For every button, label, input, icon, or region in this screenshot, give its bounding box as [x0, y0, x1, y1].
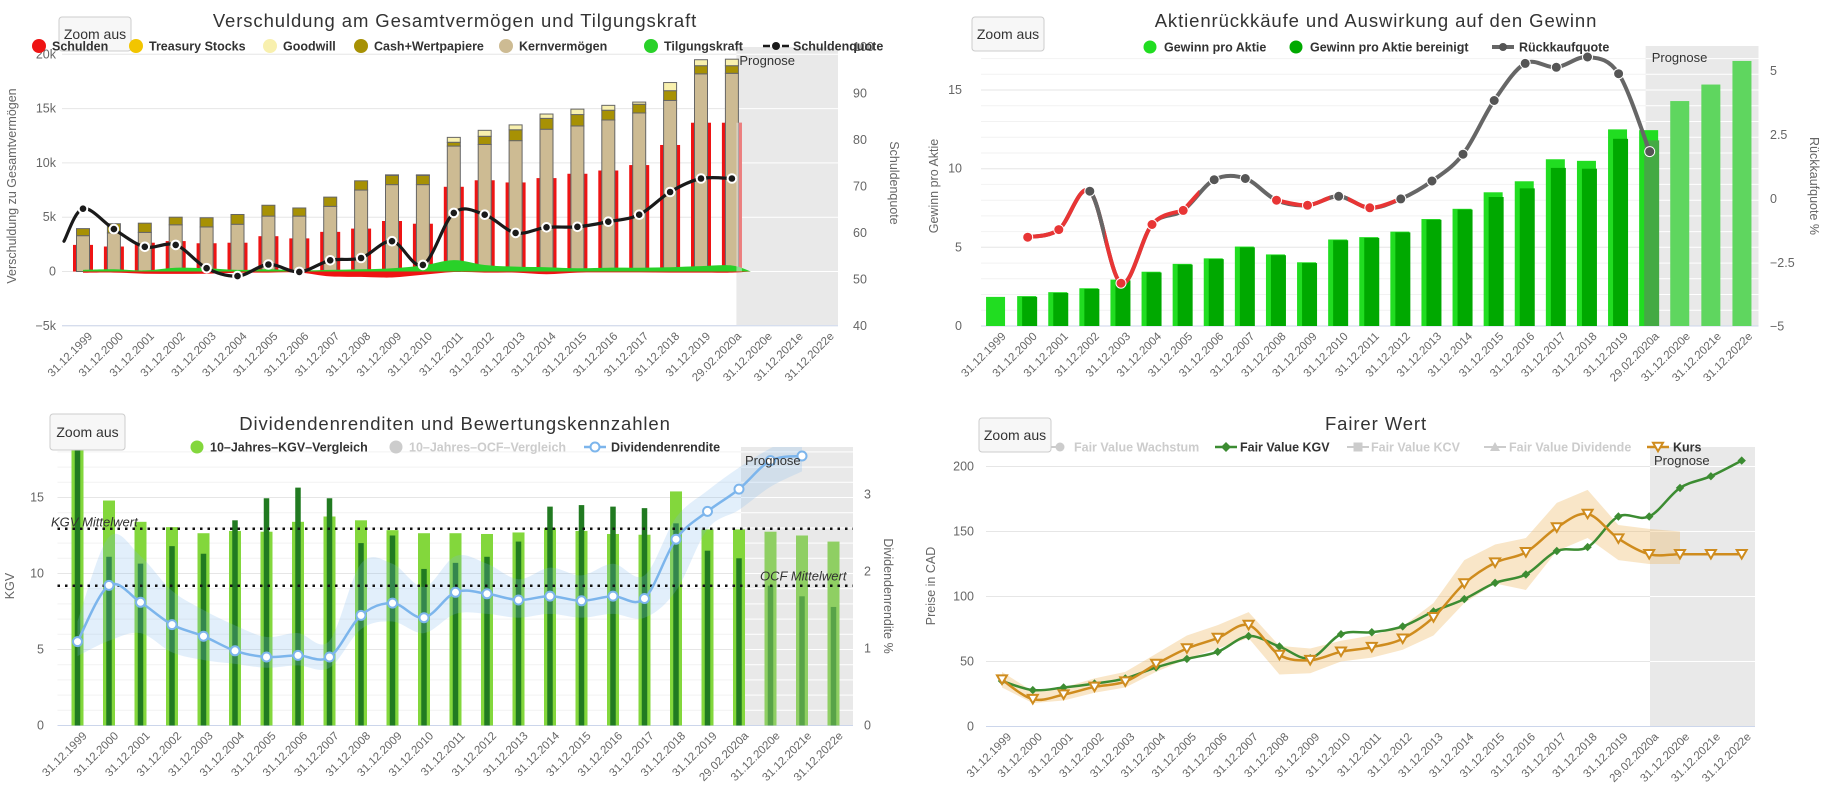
- svg-text:Kurs: Kurs: [1673, 441, 1702, 455]
- svg-text:40: 40: [853, 319, 867, 333]
- svg-text:KGV Mittelwert: KGV Mittelwert: [51, 515, 139, 530]
- svg-text:Zoom aus: Zoom aus: [984, 427, 1046, 443]
- svg-text:Rückkaufquote %: Rückkaufquote %: [1807, 137, 1821, 235]
- svg-text:15k: 15k: [36, 102, 57, 116]
- svg-text:10k: 10k: [36, 156, 57, 170]
- svg-text:50: 50: [853, 272, 867, 286]
- svg-text:Goodwill: Goodwill: [283, 40, 336, 54]
- svg-text:5k: 5k: [43, 210, 57, 224]
- svg-text:100: 100: [953, 590, 974, 604]
- svg-text:50: 50: [960, 655, 974, 669]
- svg-text:Fair Value KGV: Fair Value KGV: [1240, 441, 1330, 455]
- svg-text:100: 100: [853, 40, 874, 54]
- svg-text:0: 0: [967, 720, 974, 734]
- svg-text:Fairer Wert: Fairer Wert: [1325, 413, 1427, 434]
- svg-text:Treasury Stocks: Treasury Stocks: [149, 40, 246, 54]
- svg-text:Fair Value Wachstum: Fair Value Wachstum: [1074, 441, 1199, 455]
- svg-text:5: 5: [37, 643, 44, 657]
- svg-text:15: 15: [30, 491, 44, 505]
- svg-text:Dividendenrenditen und Bewertu: Dividendenrenditen und Bewertungskennzah…: [239, 413, 671, 434]
- svg-text:Rückkaufquote: Rückkaufquote: [1519, 41, 1609, 55]
- svg-text:KGV: KGV: [3, 572, 17, 599]
- svg-text:Preise in CAD: Preise in CAD: [924, 547, 938, 626]
- svg-text:Verschuldung zu Gesamtvermögen: Verschuldung zu Gesamtvermögen: [5, 88, 19, 283]
- svg-text:−5k: −5k: [35, 319, 56, 333]
- svg-text:60: 60: [853, 226, 867, 240]
- svg-text:OCF Mittelwert: OCF Mittelwert: [760, 569, 848, 584]
- svg-text:Prognose: Prognose: [1654, 453, 1710, 468]
- svg-text:−2.5: −2.5: [1770, 256, 1795, 270]
- svg-text:10: 10: [948, 162, 962, 176]
- svg-text:Fair Value KCV: Fair Value KCV: [1371, 441, 1461, 455]
- svg-text:0: 0: [37, 719, 44, 733]
- svg-text:Gewinn pro Aktie: Gewinn pro Aktie: [927, 139, 941, 234]
- svg-text:Prognose: Prognose: [739, 53, 795, 68]
- svg-text:0: 0: [864, 719, 871, 733]
- svg-text:Schuldenquote: Schuldenquote: [793, 40, 883, 54]
- svg-text:0: 0: [49, 265, 56, 279]
- svg-text:Prognose: Prognose: [745, 453, 801, 468]
- svg-text:200: 200: [953, 460, 974, 474]
- svg-text:2: 2: [864, 565, 871, 579]
- svg-text:−5: −5: [1770, 320, 1784, 334]
- svg-text:Zoom aus: Zoom aus: [977, 26, 1039, 42]
- svg-text:Schuldenquote: Schuldenquote: [887, 141, 901, 224]
- svg-text:150: 150: [953, 525, 974, 539]
- svg-text:10–Jahres–OCF–Vergleich: 10–Jahres–OCF–Vergleich: [409, 441, 566, 455]
- svg-text:Cash+Wertpapiere: Cash+Wertpapiere: [374, 40, 484, 54]
- svg-text:Dividendenrendite %: Dividendenrendite %: [881, 538, 895, 653]
- svg-text:90: 90: [853, 87, 867, 101]
- svg-text:3: 3: [864, 488, 871, 502]
- svg-text:Zoom aus: Zoom aus: [56, 424, 118, 440]
- svg-text:Aktienrückkäufe und Auswirkung: Aktienrückkäufe und Auswirkung auf den G…: [1155, 10, 1598, 31]
- svg-text:Verschuldung am Gesamtvermögen: Verschuldung am Gesamtvermögen und Tilgu…: [213, 10, 697, 31]
- svg-text:0: 0: [955, 319, 962, 333]
- svg-text:Gewinn pro Aktie: Gewinn pro Aktie: [1164, 41, 1266, 55]
- svg-text:10: 10: [30, 567, 44, 581]
- svg-text:Kernvermögen: Kernvermögen: [519, 40, 607, 54]
- svg-text:2.5: 2.5: [1770, 128, 1787, 142]
- svg-text:Tilgungskraft: Tilgungskraft: [664, 40, 744, 54]
- svg-text:Prognose: Prognose: [1652, 50, 1708, 65]
- svg-text:15: 15: [948, 83, 962, 97]
- svg-text:Dividendenrendite: Dividendenrendite: [611, 441, 720, 455]
- svg-text:5: 5: [955, 240, 962, 254]
- svg-text:80: 80: [853, 133, 867, 147]
- svg-text:5: 5: [1770, 64, 1777, 78]
- svg-text:1: 1: [864, 642, 871, 656]
- svg-text:70: 70: [853, 179, 867, 193]
- svg-text:Zoom aus: Zoom aus: [64, 26, 126, 42]
- svg-text:10–Jahres–KGV–Vergleich: 10–Jahres–KGV–Vergleich: [210, 441, 368, 455]
- svg-text:Fair Value Dividende: Fair Value Dividende: [1509, 441, 1631, 455]
- svg-text:Gewinn pro Aktie bereinigt: Gewinn pro Aktie bereinigt: [1310, 41, 1469, 55]
- svg-text:Schulden: Schulden: [52, 40, 108, 54]
- svg-text:0: 0: [1770, 192, 1777, 206]
